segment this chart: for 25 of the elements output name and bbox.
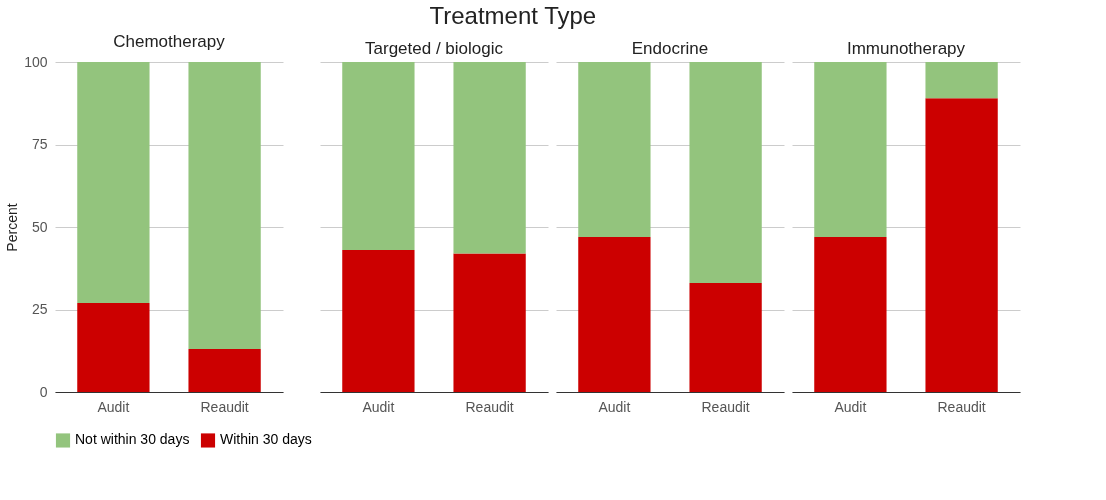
chart-title: Chemotherapy [113, 32, 226, 51]
x-tick-label: Audit [362, 398, 395, 415]
x-tick-label: Audit [598, 398, 631, 415]
text: Treatment Type [429, 2, 597, 29]
x-tick-label: Reaudit [465, 398, 514, 415]
y-tick-label: 50 [31, 218, 48, 235]
x-tick-label: Reaudit [200, 398, 249, 415]
y-tick-label: 0 [39, 383, 48, 400]
x-tick-label: Audit [97, 398, 130, 415]
legend-label: Within 30 days [220, 431, 312, 448]
chart-title: Immunotherapy [846, 39, 966, 58]
y-axis-title: Percent [4, 203, 21, 252]
bar [77, 62, 150, 303]
y-tick-label: 100 [24, 53, 48, 70]
x-tick-label: Audit [834, 398, 867, 415]
chart-title: Targeted / biologic [365, 39, 504, 58]
chart-title: Endocrine [631, 39, 709, 58]
bar [77, 302, 150, 392]
y-tick-label: 75 [31, 136, 48, 152]
legend-label: Not within 30 days [75, 431, 190, 448]
bar [188, 349, 261, 392]
bar [188, 62, 261, 350]
y-tick-label: 25 [31, 301, 48, 317]
x-tick-label: Reaudit [701, 398, 750, 415]
x-tick-label: Reaudit [937, 398, 986, 415]
